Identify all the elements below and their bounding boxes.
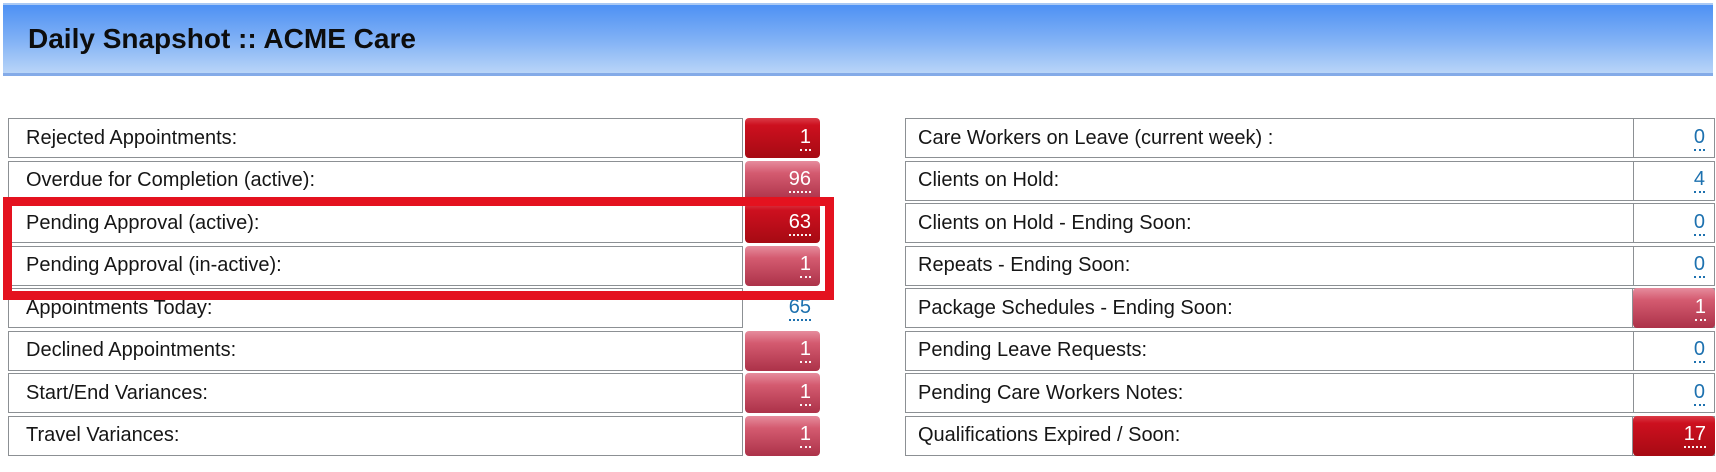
- table-row: Package Schedules - Ending Soon: 1: [905, 288, 1715, 328]
- metric-value-link[interactable]: 0: [1693, 253, 1705, 278]
- metric-value-cell: 1: [745, 118, 820, 158]
- left-metrics-table: Rejected Appointments: 1 Overdue for Com…: [8, 118, 820, 456]
- metric-value-link[interactable]: 0: [1693, 381, 1705, 406]
- page-header: Daily Snapshot :: ACME Care: [3, 3, 1713, 76]
- metric-value-link[interactable]: 1: [799, 381, 811, 406]
- metric-value-link[interactable]: 0: [1693, 338, 1705, 363]
- metric-value-cell: 65: [745, 288, 820, 328]
- metric-value-link[interactable]: 65: [788, 296, 811, 321]
- metric-value-cell: 0: [1634, 119, 1714, 157]
- metric-value-link[interactable]: 1: [799, 338, 811, 363]
- metric-value-link[interactable]: 1: [799, 126, 811, 151]
- table-row: Appointments Today: 65: [8, 288, 820, 328]
- metric-label: Overdue for Completion (active):: [8, 160, 743, 201]
- metric-value-link[interactable]: 4: [1693, 168, 1705, 193]
- metric-value-cell: 0: [1634, 247, 1714, 285]
- metric-label: Pending Approval (active):: [8, 203, 743, 243]
- metric-label: Declined Appointments:: [8, 330, 743, 371]
- metric-value-cell: 1: [745, 245, 820, 286]
- metric-value-link[interactable]: 0: [1693, 211, 1705, 236]
- metric-label: Appointments Today:: [8, 288, 743, 328]
- metric-value-link[interactable]: 96: [788, 168, 811, 193]
- metric-label: Care Workers on Leave (current week) :: [906, 119, 1634, 157]
- metric-value-cell: 1: [745, 415, 820, 456]
- metric-value-link[interactable]: 1: [799, 423, 811, 448]
- metric-label: Clients on Hold:: [906, 161, 1634, 200]
- table-row: Pending Leave Requests: 0: [905, 330, 1715, 371]
- metric-label: Pending Care Workers Notes:: [906, 374, 1634, 412]
- metric-value-link[interactable]: 1: [1694, 296, 1706, 321]
- metric-value-link[interactable]: 63: [788, 211, 811, 236]
- table-row: Overdue for Completion (active): 96: [8, 160, 820, 201]
- metric-label: Travel Variances:: [8, 415, 743, 456]
- metric-value-cell: 17: [1633, 415, 1715, 456]
- metric-value-cell: 1: [745, 330, 820, 371]
- metric-value-cell: 1: [1633, 288, 1715, 328]
- metric-label: Repeats - Ending Soon:: [906, 246, 1634, 285]
- page-title: Daily Snapshot :: ACME Care: [28, 23, 416, 54]
- metric-value-cell: 4: [1634, 162, 1714, 200]
- metric-value-cell: 96: [745, 160, 820, 201]
- metric-label: Rejected Appointments:: [8, 118, 743, 158]
- table-row: Clients on Hold: 4: [905, 160, 1715, 201]
- table-row: Rejected Appointments: 1: [8, 118, 820, 158]
- table-row: Repeats - Ending Soon: 0: [905, 245, 1715, 286]
- metric-value-cell: 63: [745, 203, 820, 243]
- table-row: Pending Approval (active): 63: [8, 203, 820, 243]
- metric-value-cell: 0: [1634, 332, 1714, 370]
- metric-label: Start/End Variances:: [8, 373, 743, 413]
- table-row: Pending Care Workers Notes: 0: [905, 373, 1715, 413]
- right-metrics-table: Care Workers on Leave (current week) : 0…: [905, 118, 1715, 456]
- table-row: Care Workers on Leave (current week) : 0: [905, 118, 1715, 158]
- metric-label: Qualifications Expired / Soon:: [906, 416, 1633, 455]
- metric-label: Package Schedules - Ending Soon:: [906, 289, 1633, 327]
- metric-value-cell: 0: [1634, 204, 1714, 242]
- table-row: Declined Appointments: 1: [8, 330, 820, 371]
- metric-label: Pending Approval (in-active):: [8, 245, 743, 286]
- table-row: Pending Approval (in-active): 1: [8, 245, 820, 286]
- table-row: Start/End Variances: 1: [8, 373, 820, 413]
- metric-value-link[interactable]: 0: [1693, 126, 1705, 151]
- table-row: Qualifications Expired / Soon: 17: [905, 415, 1715, 456]
- metric-value-link[interactable]: 17: [1683, 423, 1706, 448]
- metric-label: Pending Leave Requests:: [906, 331, 1634, 370]
- table-row: Clients on Hold - Ending Soon: 0: [905, 203, 1715, 243]
- metric-value-cell: 0: [1634, 374, 1714, 412]
- table-row: Travel Variances: 1: [8, 415, 820, 456]
- metric-value-link[interactable]: 1: [799, 253, 811, 278]
- metric-label: Clients on Hold - Ending Soon:: [906, 204, 1634, 242]
- metric-value-cell: 1: [745, 373, 820, 413]
